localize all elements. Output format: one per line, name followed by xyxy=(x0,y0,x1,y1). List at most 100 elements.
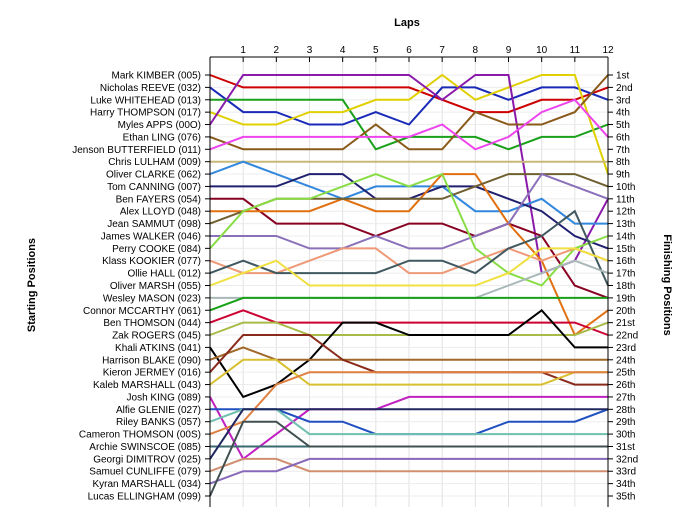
starting-driver-label: Khali ATKINS (041) xyxy=(115,343,201,354)
right-axis-title: Finishing Positions xyxy=(661,234,673,335)
starting-driver-label: Lucas ELLINGHAM (099) xyxy=(88,492,201,503)
series-line-2 xyxy=(209,86,609,126)
x-tick-label: 5 xyxy=(373,45,379,56)
x-tick-label: 4 xyxy=(340,45,346,56)
starting-driver-label: Georgi DIMITROV (025) xyxy=(93,454,201,465)
starting-driver-label: Archie SWINSCOE (085) xyxy=(89,442,201,453)
finishing-position-label: 6th xyxy=(616,132,630,143)
starting-driver-label: Oliver CLARKE (062) xyxy=(106,170,201,181)
starting-driver-label: Kyran MARSHALL (034) xyxy=(92,479,201,490)
starting-driver-label: Ben FAYERS (054) xyxy=(116,194,201,205)
finishing-position-label: 22nd xyxy=(616,331,638,342)
finishing-position-label: 4th xyxy=(616,108,630,119)
finishing-position-label: 27th xyxy=(616,392,635,403)
finishing-position-label: 11th xyxy=(616,194,635,205)
finishing-position-label: 31st xyxy=(616,442,635,453)
starting-driver-label: Mark KIMBER (005) xyxy=(112,71,201,82)
finishing-position-label: 1st xyxy=(616,71,630,82)
x-axis-title: Laps xyxy=(394,17,420,29)
axes xyxy=(205,56,613,507)
starting-driver-label: Harrison BLAKE (090) xyxy=(102,355,201,366)
starting-driver-label: Kaleb MARSHALL (043) xyxy=(93,380,201,391)
series-line-27 xyxy=(209,395,608,461)
series-lines xyxy=(209,73,609,497)
series-line-6 xyxy=(209,74,609,151)
starting-driver-label: Tom CANNING (007) xyxy=(107,182,201,193)
starting-driver-label: Klass KOOKIER (077) xyxy=(102,256,201,267)
series-line-35 xyxy=(209,420,608,497)
starting-driver-label: Myles APPS (00O) xyxy=(118,120,201,131)
starting-driver-label: Oliver MARSH (055) xyxy=(110,281,201,292)
finishing-position-label: 16th xyxy=(616,256,635,267)
x-tick-label: 11 xyxy=(570,45,581,56)
series-line-15 xyxy=(209,172,609,287)
starting-driver-label: Connor MCCARTHY (061) xyxy=(83,306,201,317)
starting-driver-label: Ethan LING (076) xyxy=(123,132,201,143)
finishing-position-label: 23rd xyxy=(616,343,636,354)
finishing-position-label: 33rd xyxy=(616,467,636,478)
finishing-position-labels: 1st2nd3rd4th5th6th7th8th9th10th11th12th1… xyxy=(616,71,638,503)
finishing-position-label: 8th xyxy=(616,157,630,168)
finishing-position-label: 28th xyxy=(616,405,635,416)
x-tick-label: 2 xyxy=(274,45,280,56)
finishing-position-label: 13th xyxy=(616,219,635,230)
finishing-position-label: 15th xyxy=(616,244,635,255)
starting-driver-label: Wesley MASON (023) xyxy=(103,293,201,304)
series-line-14 xyxy=(210,172,609,250)
starting-driver-label: Nicholas REEVE (032) xyxy=(100,83,201,94)
finishing-position-label: 35th xyxy=(616,492,635,503)
starting-driver-label: Jean SAMMUT (098) xyxy=(107,219,201,230)
series-line-18 xyxy=(209,247,609,287)
finishing-position-label: 17th xyxy=(616,269,635,280)
x-tick-label: 6 xyxy=(406,45,412,56)
series-line-26 xyxy=(209,358,608,386)
finishing-position-label: 7th xyxy=(616,145,630,156)
starting-driver-label: James WALKER (046) xyxy=(101,231,201,242)
series-line-34 xyxy=(209,457,608,485)
x-tick-label: 9 xyxy=(506,45,512,56)
starting-driver-label: Riley BANKS (057) xyxy=(116,417,201,428)
starting-driver-label: Luke WHITEHEAD (013) xyxy=(90,95,201,106)
x-tick-label: 12 xyxy=(602,45,614,56)
series-line-17 xyxy=(209,209,609,286)
finishing-position-label: 25th xyxy=(616,368,635,379)
finishing-position-label: 19th xyxy=(616,293,635,304)
starting-driver-label: Harry THOMPSON (017) xyxy=(90,108,201,119)
finishing-position-label: 30th xyxy=(616,430,635,441)
series-line-30 xyxy=(209,371,608,436)
finishing-position-label: 29th xyxy=(616,417,635,428)
finishing-position-label: 24th xyxy=(616,355,635,366)
series-line-7 xyxy=(209,98,609,151)
x-tick-label: 3 xyxy=(307,45,313,56)
x-tick-label: 8 xyxy=(473,45,479,56)
finishing-position-label: 12th xyxy=(616,207,635,218)
finishing-position-label: 20th xyxy=(616,306,635,317)
starting-driver-label: Perry COOKE (084) xyxy=(112,244,201,255)
finishing-position-label: 21st xyxy=(616,318,635,329)
x-tick-label: 10 xyxy=(536,45,548,56)
x-tick-label: 1 xyxy=(240,45,246,56)
x-tick-label: 7 xyxy=(439,45,445,56)
finishing-position-label: 3rd xyxy=(616,95,630,106)
starting-driver-label: Josh KING (089) xyxy=(127,392,201,403)
starting-driver-label: Alex LLOYD (048) xyxy=(120,207,201,218)
finishing-position-label: 34th xyxy=(616,479,635,490)
series-line-32 xyxy=(209,408,608,460)
series-line-1 xyxy=(209,74,609,114)
finishing-position-label: 5th xyxy=(616,120,630,131)
starting-driver-label: Ben THOMSON (044) xyxy=(103,318,201,329)
series-line-4 xyxy=(209,73,609,175)
finishing-position-label: 2nd xyxy=(616,83,633,94)
starting-driver-label: Samuel CUNLIFFE (079) xyxy=(89,467,201,478)
starting-driver-label: Ollie HALL (012) xyxy=(127,269,201,280)
finishing-position-label: 9th xyxy=(616,170,630,181)
finishing-position-label: 18th xyxy=(616,281,635,292)
lap-tick-labels: 1 2 3 4 5 6 7 8 9 10 11 12 xyxy=(240,45,614,56)
starting-driver-label: Alfie GLENIE (027) xyxy=(116,405,201,416)
starting-driver-label: Zak ROGERS (045) xyxy=(112,331,201,342)
starting-driver-label: Cameron THOMSON (00S) xyxy=(79,430,201,441)
finishing-position-label: 26th xyxy=(616,380,635,391)
finishing-position-label: 32nd xyxy=(616,454,638,465)
